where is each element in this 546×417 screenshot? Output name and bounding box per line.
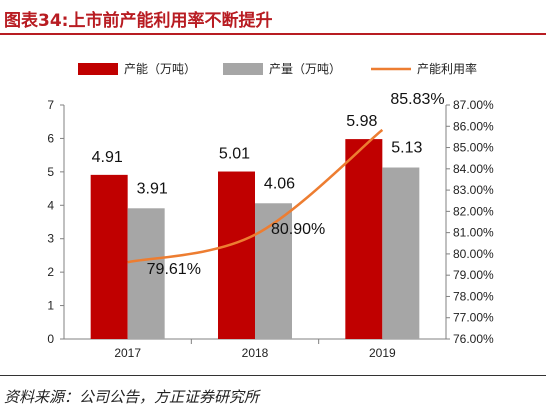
output-data-label: 4.06 <box>264 175 295 192</box>
utilization-data-label: 85.83% <box>390 91 444 108</box>
output-data-label: 5.13 <box>391 140 422 157</box>
utilization-data-label: 80.90% <box>271 221 325 238</box>
capacity-bar <box>345 139 383 339</box>
legend-capacity-label: 产能（万吨） <box>124 62 196 76</box>
left-tick-label: 3 <box>47 232 54 246</box>
chart: 0 1 2 3 4 5 6 7 76.00% 77.00% 78.00% 79.00% 80.00% 81… <box>47 61 494 360</box>
figure-title: 图表34:上市前产能利用率不断提升 <box>4 11 273 31</box>
utilization-line <box>127 128 384 264</box>
left-tick-label: 0 <box>47 332 54 346</box>
right-tick-label: 79.00% <box>453 268 494 282</box>
output-bar <box>255 203 292 339</box>
left-tick-label: 4 <box>47 198 54 212</box>
source-note: 资料来源：公司公告，方正证券研究所 <box>4 388 260 406</box>
output-data-label: 3.91 <box>137 180 168 197</box>
right-tick-label: 83.00% <box>453 183 494 197</box>
left-tick-label: 5 <box>47 165 54 179</box>
right-tick-label: 84.00% <box>453 162 494 176</box>
left-tick-label: 2 <box>47 265 54 279</box>
right-tick-label: 86.00% <box>453 119 494 133</box>
capacity-data-label: 5.01 <box>219 146 250 163</box>
right-tick-label: 87.00% <box>453 98 494 112</box>
right-tick-label: 81.00% <box>453 226 494 240</box>
capacity-bar <box>218 171 255 339</box>
legend-output-swatch <box>223 63 263 75</box>
output-bar <box>127 208 165 339</box>
right-tick-label: 85.00% <box>453 141 494 155</box>
x-tick-label: 2019 <box>369 346 396 360</box>
capacity-data-label: 5.98 <box>346 113 377 130</box>
source-rule <box>0 375 546 376</box>
legend-output-label: 产量（万吨） <box>269 62 341 76</box>
capacity-data-label: 4.91 <box>92 149 123 166</box>
left-tick-label: 1 <box>47 299 54 313</box>
x-tick-label: 2018 <box>242 346 269 360</box>
left-tick-label: 6 <box>47 131 54 145</box>
capacity-bar <box>90 174 128 339</box>
left-tick-label: 7 <box>47 98 54 112</box>
output-bar <box>382 167 420 339</box>
right-tick-label: 77.00% <box>453 311 494 325</box>
right-tick-label: 80.00% <box>453 247 494 261</box>
right-tick-label: 76.00% <box>453 332 494 346</box>
right-tick-label: 78.00% <box>453 289 494 303</box>
right-tick-label: 82.00% <box>453 204 494 218</box>
title-rule <box>0 33 546 35</box>
x-tick-label: 2017 <box>114 346 141 360</box>
legend-capacity-swatch <box>78 63 118 75</box>
legend-utilization-label: 产能利用率 <box>417 61 477 76</box>
utilization-data-label: 79.61% <box>147 261 201 278</box>
